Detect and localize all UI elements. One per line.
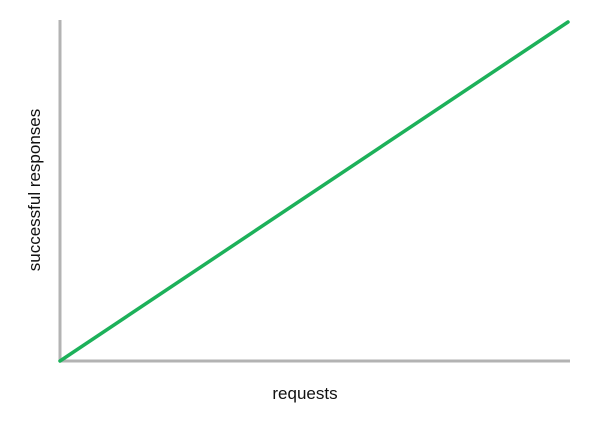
y-axis-label: successful responses	[25, 109, 44, 272]
series-line-1	[58, 20, 570, 363]
series-layer	[58, 20, 570, 363]
x-axis-label: requests	[272, 384, 337, 403]
plot-area	[58, 20, 570, 363]
